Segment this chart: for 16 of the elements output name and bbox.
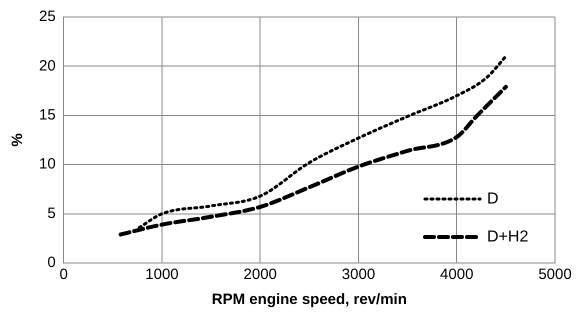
y-axis-title: % [9, 133, 26, 147]
y-tick-label: 0 [47, 254, 56, 272]
x-tick-label: 0 [60, 266, 68, 284]
x-tick-label: 3000 [342, 266, 376, 284]
y-tick-label: 25 [38, 8, 56, 26]
y-tick-label: 10 [38, 156, 56, 173]
y-tick-label: 20 [38, 57, 56, 74]
x-tick-label: 2000 [244, 266, 277, 284]
legend-label: D [487, 190, 499, 208]
legend-label: D+H2 [487, 228, 528, 246]
y-tick-label: 5 [47, 204, 56, 222]
x-tick-label: 1000 [145, 266, 179, 284]
x-tick-label: 5000 [538, 266, 572, 284]
x-tick-label: 4000 [440, 266, 474, 284]
x-axis-title: RPM engine speed, rev/min [212, 291, 407, 308]
y-tick-label: 15 [38, 106, 56, 124]
